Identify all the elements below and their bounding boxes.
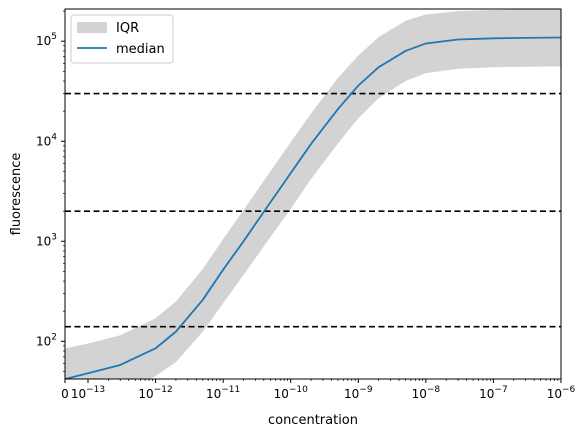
x-tick-label: 0 xyxy=(61,387,69,401)
x-tick-label: 10−11 xyxy=(206,385,240,401)
legend: IQR median xyxy=(70,14,174,64)
x-tick-label: 10−10 xyxy=(274,385,309,401)
legend-iqr-label: IQR xyxy=(116,21,139,36)
y-tick-label: 105 xyxy=(36,32,57,48)
y-axis-ticks: 102 103 104 105 xyxy=(36,10,65,372)
plot-area xyxy=(65,9,561,379)
x-axis-ticks: 0 10−13 10−12 10−11 10−10 10−9 10−8 10−7 10−6 xyxy=(61,379,576,401)
legend-median-label: median xyxy=(116,42,165,57)
y-tick-label: 104 xyxy=(36,132,57,148)
median-line xyxy=(65,36,561,379)
legend-iqr-swatch xyxy=(77,22,107,33)
x-axis-label: concentration xyxy=(268,413,358,428)
axes-frame xyxy=(64,8,562,380)
x-tick-label: 10−13 xyxy=(71,385,105,401)
y-tick-label: 103 xyxy=(36,232,57,248)
x-tick-label: 10−6 xyxy=(547,385,576,401)
x-tick-label: 10−8 xyxy=(412,385,441,401)
x-tick-label: 10−12 xyxy=(138,385,172,401)
x-tick-label: 10−9 xyxy=(344,385,373,401)
x-tick-label: 10−7 xyxy=(479,385,508,401)
y-tick-label: 102 xyxy=(36,332,57,348)
iqr-band xyxy=(65,9,561,379)
y-axis-label: fluorescence xyxy=(9,153,24,236)
